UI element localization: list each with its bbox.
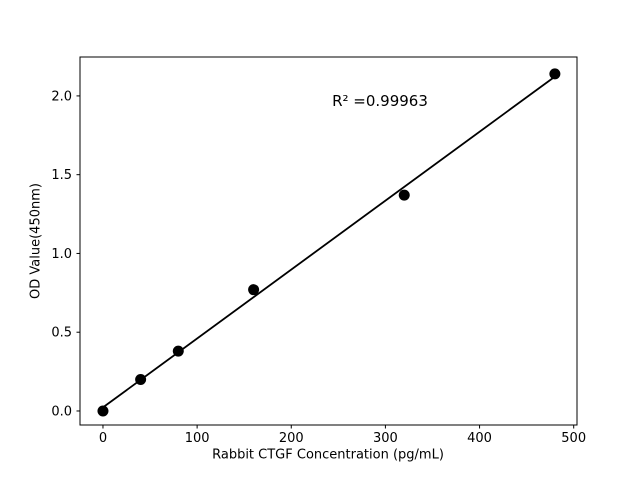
- data-point: [172, 345, 184, 357]
- data-point: [97, 405, 109, 417]
- x-tick-label: 100: [185, 431, 210, 446]
- y-tick-label: 1.5: [51, 168, 72, 183]
- y-tick-label: 1.0: [51, 247, 72, 262]
- data-point: [549, 68, 561, 80]
- x-tick-label: 200: [279, 431, 304, 446]
- x-tick-label: 400: [467, 431, 492, 446]
- fit-line: [102, 75, 556, 409]
- axes-spines: [79, 56, 578, 426]
- x-tick-label: 500: [561, 431, 586, 446]
- y-tick-label: 2.0: [51, 89, 72, 104]
- r-squared-annotation: R² =0.99963: [332, 92, 428, 110]
- y-tick-label: 0.0: [51, 404, 72, 419]
- y-axis-label: OD Value(450nm): [28, 183, 44, 299]
- x-axis-label: Rabbit CTGF Concentration (pg/mL): [212, 447, 444, 463]
- data-point: [248, 284, 260, 296]
- data-point: [398, 189, 410, 201]
- x-tick-label: 300: [373, 431, 398, 446]
- x-tick-label: 0: [99, 431, 107, 446]
- data-point: [135, 373, 147, 385]
- y-tick-label: 0.5: [51, 326, 72, 341]
